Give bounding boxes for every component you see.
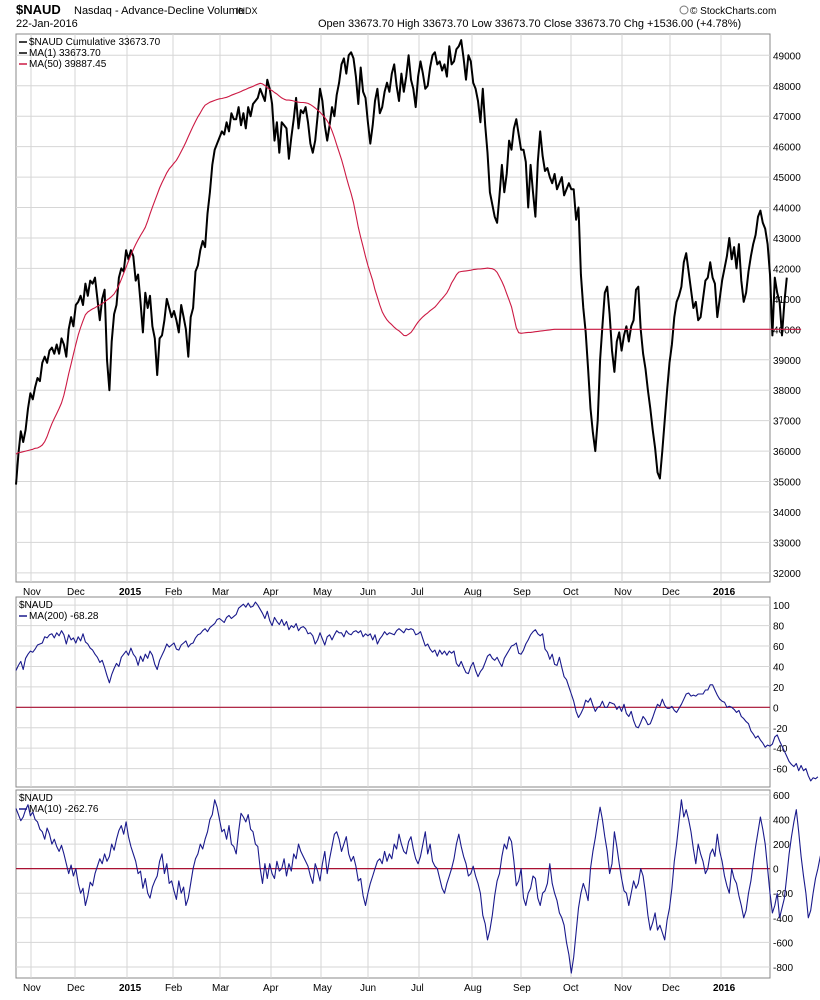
ma10-panel-frame <box>15 789 771 979</box>
date-label: 22-Jan-2016 <box>16 18 78 30</box>
x-tick-label: Jun <box>360 587 376 598</box>
x-tick-label: Jun <box>360 983 376 994</box>
x-tick-label: Dec <box>662 587 680 598</box>
legend-entry: MA(10) -262.76 <box>29 804 99 815</box>
legend-entry: $NAUD <box>19 793 53 804</box>
x-tick-label: Sep <box>513 587 531 598</box>
y-tick-label: -600 <box>773 938 793 949</box>
x-tick-label: Dec <box>67 983 85 994</box>
x-tick-label: Nov <box>23 587 41 598</box>
index-name: Nasdaq - Advance-Decline Volume <box>74 5 244 17</box>
exchange-label: INDX <box>236 6 258 16</box>
y-tick-label: 37000 <box>773 417 801 428</box>
y-tick-label: 40 <box>773 662 785 673</box>
copyright-label: © StockCharts.com <box>690 6 776 17</box>
y-tick-label: -400 <box>773 914 793 925</box>
series-line-naud-cumulative <box>15 39 788 485</box>
y-tick-label: 39000 <box>773 356 801 367</box>
x-tick-label: Nov <box>23 983 41 994</box>
y-tick-label: -40 <box>773 744 788 755</box>
x-tick-label: Apr <box>263 983 279 994</box>
y-tick-label: 0 <box>773 865 779 876</box>
legend-entry: MA(1) 33673.70 <box>29 48 101 59</box>
stockcharts-logo-icon <box>679 5 689 15</box>
y-tick-label: 80 <box>773 622 785 633</box>
x-tick-label: Jul <box>411 983 424 994</box>
y-tick-label: 45000 <box>773 173 801 184</box>
x-tick-label: Jul <box>411 587 424 598</box>
legend-entry: MA(200) -68.28 <box>29 611 99 622</box>
y-tick-label: 38000 <box>773 386 801 397</box>
y-tick-label: 34000 <box>773 508 801 519</box>
y-tick-label: 43000 <box>773 234 801 245</box>
y-tick-label: -20 <box>773 724 788 735</box>
x-tick-label: Aug <box>464 587 482 598</box>
y-tick-label: 44000 <box>773 204 801 215</box>
y-tick-label: -200 <box>773 889 793 900</box>
y-tick-label: 200 <box>773 840 790 851</box>
y-tick-label: 600 <box>773 791 790 802</box>
legend-entry: $NAUD <box>19 600 53 611</box>
ticker-symbol: $NAUD <box>16 2 61 17</box>
series-line-ma-200 <box>15 601 819 782</box>
x-tick-label: 2016 <box>713 983 736 994</box>
x-tick-label: May <box>313 587 332 598</box>
x-tick-label: Apr <box>263 587 279 598</box>
y-tick-label: 36000 <box>773 447 801 458</box>
x-tick-label: Oct <box>563 587 579 598</box>
y-tick-label: 0 <box>773 703 779 714</box>
y-tick-label: 48000 <box>773 82 801 93</box>
x-tick-label: Dec <box>662 983 680 994</box>
y-tick-label: 42000 <box>773 264 801 275</box>
y-tick-label: 47000 <box>773 112 801 123</box>
legend-entry: $NAUD Cumulative 33673.70 <box>29 37 161 48</box>
y-tick-label: 49000 <box>773 51 801 62</box>
x-tick-label: Nov <box>614 983 632 994</box>
x-tick-label: Aug <box>464 983 482 994</box>
y-tick-label: 60 <box>773 642 785 653</box>
x-tick-label: Feb <box>165 587 183 598</box>
y-tick-label: 41000 <box>773 295 801 306</box>
y-tick-label: -800 <box>773 963 793 974</box>
x-tick-label: 2015 <box>119 983 142 994</box>
y-tick-label: 33000 <box>773 538 801 549</box>
x-tick-label: 2015 <box>119 587 142 598</box>
x-tick-label: Mar <box>212 983 230 994</box>
series-line-ma-10 <box>15 799 820 974</box>
x-tick-label: 2016 <box>713 587 736 598</box>
y-tick-label: 32000 <box>773 569 801 580</box>
x-tick-label: Mar <box>212 587 230 598</box>
x-tick-label: Oct <box>563 983 579 994</box>
y-tick-label: -60 <box>773 765 788 776</box>
ma200-panel-frame <box>15 596 771 788</box>
quote-summary: Open 33673.70 High 33673.70 Low 33673.70… <box>318 18 741 30</box>
y-tick-label: 400 <box>773 815 790 826</box>
x-tick-label: May <box>313 983 332 994</box>
x-tick-label: Dec <box>67 587 85 598</box>
x-tick-label: Sep <box>513 983 531 994</box>
y-tick-label: 20 <box>773 683 785 694</box>
y-tick-label: 100 <box>773 601 790 612</box>
legend-entry: MA(50) 39887.45 <box>29 59 107 70</box>
y-tick-label: 46000 <box>773 143 801 154</box>
y-tick-label: 35000 <box>773 478 801 489</box>
x-tick-label: Feb <box>165 983 183 994</box>
y-tick-label: 40000 <box>773 325 801 336</box>
series-line-ma-50 <box>15 82 802 455</box>
x-tick-label: Nov <box>614 587 632 598</box>
